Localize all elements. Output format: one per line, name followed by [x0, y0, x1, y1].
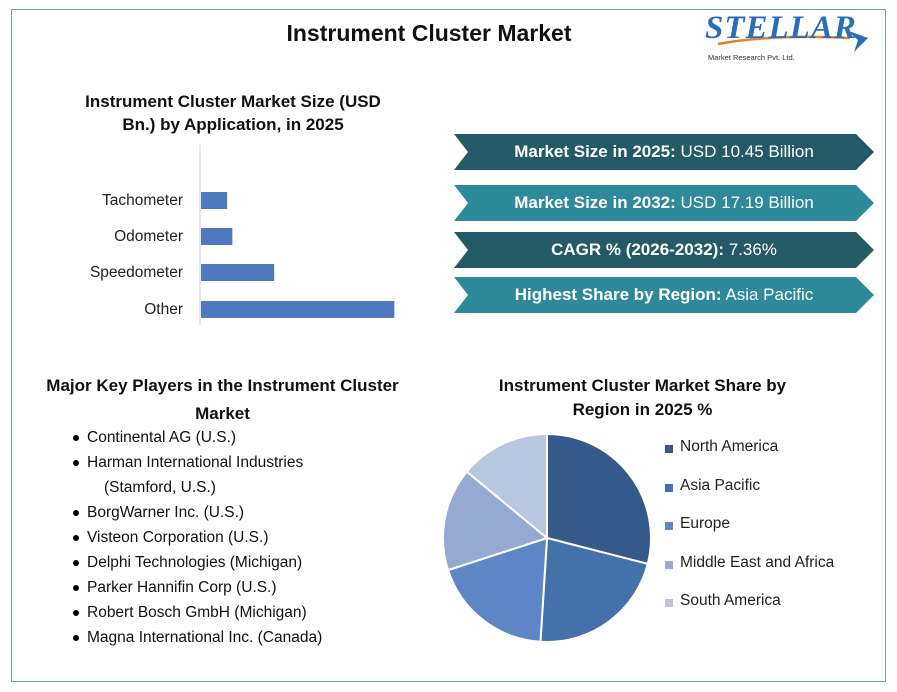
stat-value: USD 10.45 Billion [680, 142, 814, 161]
stat-label: Market Size in 2025: [514, 142, 676, 161]
ribbon-shape [454, 134, 874, 170]
bar-tachometer [201, 192, 228, 209]
stat-value: USD 17.19 Billion [680, 193, 814, 212]
ribbon-shape [454, 232, 874, 268]
bullet-icon [73, 460, 79, 466]
logo-name: STELLAR [705, 10, 857, 46]
stat-value: Asia Pacific [725, 285, 814, 304]
bullet-icon [73, 610, 79, 616]
player-location: (Stamford, U.S.) [104, 479, 216, 496]
category-label: Other [144, 301, 183, 318]
player-item: Visteon Corporation (U.S.) [72, 525, 322, 550]
player-name: Visteon Corporation (U.S.) [87, 529, 269, 546]
application-bar-chart: Tachometer Odometer Speedometer Other [90, 145, 395, 325]
bullet-icon [73, 585, 79, 591]
bullet-icon [73, 635, 79, 641]
legend-swatch [665, 483, 673, 492]
stat-text: CAGR % (2026-2032): 7.36% [454, 232, 874, 268]
pie-slice-south-america [465, 432, 548, 541]
pie-slice-north-america [546, 432, 652, 566]
player-item: Harman International Industries (Stamford… [72, 450, 322, 500]
infographic-frame [11, 9, 886, 682]
player-item: BorgWarner Inc. (U.S.) [72, 500, 322, 525]
player-name: Parker Hannifin Corp (U.S.) [87, 579, 277, 596]
ribbon-shape [454, 277, 874, 313]
pie-slice-middle-east-and-africa [442, 470, 550, 572]
legend-label: Middle East and Africa [680, 553, 835, 571]
player-item: Magna International Inc. (Canada) [72, 625, 322, 650]
page-title: Instrument Cluster Market [286, 20, 572, 46]
stat-text: Market Size in 2025: USD 10.45 Billion [454, 134, 874, 170]
pie-slice-asia-pacific [539, 536, 649, 643]
player-name: BorgWarner Inc. (U.S.) [87, 504, 245, 521]
category-label: Tachometer [102, 192, 183, 209]
category-label: Odometer [114, 228, 183, 245]
stat-ribbon: Highest Share by Region: Asia Pacific [454, 277, 874, 313]
player-name: Delphi Technologies (Michigan) [87, 554, 303, 571]
player-item: Parker Hannifin Corp (U.S.) [72, 575, 322, 600]
company-logo: STELLAR Market Research Pvt. Ltd. [700, 8, 875, 68]
player-name: Magna International Inc. (Canada) [87, 629, 323, 646]
legend-label: Asia Pacific [680, 476, 761, 494]
bullet-icon [73, 510, 79, 516]
logo-subtitle: Market Research Pvt. Ltd. [708, 53, 795, 62]
legend-swatch [665, 560, 673, 569]
ribbon-shape [454, 185, 874, 221]
legend-swatch [665, 522, 673, 530]
category-label: Speedometer [90, 264, 183, 281]
bullet-icon [73, 535, 79, 541]
legend-swatch [665, 445, 673, 453]
legend-label: South America [680, 592, 781, 609]
bar-odometer [201, 228, 233, 245]
stat-ribbon: CAGR % (2026-2032): 7.36% [454, 232, 874, 268]
stat-label: CAGR % (2026-2032): [551, 240, 724, 259]
bullet-icon [73, 560, 79, 566]
pie-slice-europe [446, 536, 549, 643]
player-item: Robert Bosch GmbH (Michigan) [72, 600, 322, 625]
bar-speedometer [201, 264, 275, 281]
stat-value: 7.36% [728, 240, 777, 259]
legend-label: Europe [680, 515, 730, 532]
stat-ribbon: Market Size in 2025: USD 10.45 Billion [454, 134, 874, 170]
legend-swatch [665, 599, 673, 607]
player-item: Delphi Technologies (Michigan) [72, 550, 322, 575]
region-pie-chart [442, 432, 652, 643]
stat-label: Highest Share by Region: [514, 285, 722, 304]
stat-text: Market Size in 2032: USD 17.19 Billion [454, 185, 874, 221]
bullet-icon [73, 435, 79, 441]
stat-label: Market Size in 2032: [514, 193, 676, 212]
players-list: Continental AG (U.S.) Harman Internationa… [72, 425, 322, 650]
stat-text: Highest Share by Region: Asia Pacific [454, 277, 874, 313]
player-name: Robert Bosch GmbH (Michigan) [87, 604, 307, 621]
bar-other [201, 301, 395, 318]
player-name: Harman International Industries [87, 454, 304, 471]
logo-swoosh-icon [717, 30, 868, 52]
pie-chart-title: Instrument Cluster Market Share by Regio… [498, 376, 787, 419]
stat-ribbon: Market Size in 2032: USD 17.19 Billion [454, 185, 874, 221]
player-name: Continental AG (U.S.) [87, 429, 237, 446]
bar-chart-title: Instrument Cluster Market Size (USD Bn.)… [85, 92, 381, 134]
player-item: Continental AG (U.S.) [72, 425, 322, 450]
players-title: Major Key Players in the Instrument Clus… [46, 376, 399, 423]
legend-label: North America [680, 438, 779, 455]
